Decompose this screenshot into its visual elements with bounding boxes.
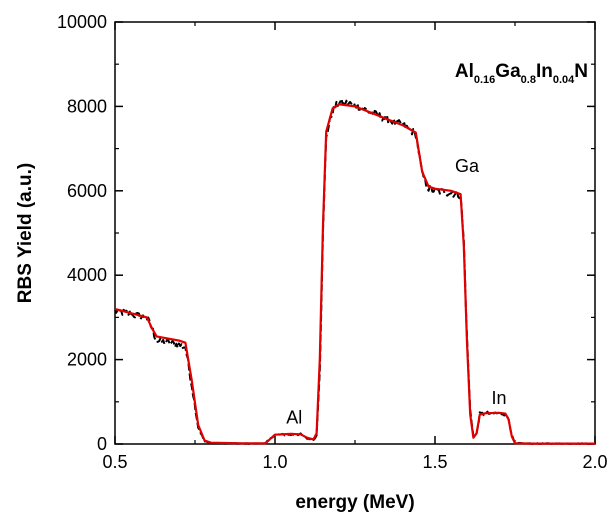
- formula-sub-3: 0.04: [553, 74, 575, 86]
- formula-el-1: Al: [455, 61, 474, 82]
- element-label: In: [491, 388, 506, 408]
- annotations: Ga Al In: [286, 156, 506, 428]
- formula-el-4: N: [574, 61, 588, 82]
- y-tick-label: 4000: [67, 265, 107, 285]
- x-tick-label: 1.5: [422, 452, 447, 472]
- y-tick-label: 10000: [57, 12, 107, 32]
- element-label: Al: [286, 408, 302, 428]
- measured-spectrum-line: [114, 97, 596, 445]
- formula-el-2: Ga: [495, 61, 521, 82]
- formula-sub-2: 0.8: [521, 74, 536, 86]
- data-series: [114, 97, 596, 445]
- x-tick-label: 0.5: [102, 452, 127, 472]
- y-tick-label: 6000: [67, 181, 107, 201]
- axis-ticks: 0.5 1.0 1.5 2.0 0 2000 4000 6000 8000 10000: [57, 12, 608, 472]
- x-tick-label: 1.0: [262, 452, 287, 472]
- y-tick-label: 0: [97, 434, 107, 454]
- y-axis-title: RBS Yield (a.u.): [15, 163, 36, 303]
- x-axis-title: energy (MeV): [295, 492, 414, 513]
- y-tick-label: 2000: [67, 350, 107, 370]
- formula-sub-1: 0.16: [474, 74, 495, 86]
- y-tick-label: 8000: [67, 96, 107, 116]
- x-tick-label: 2.0: [582, 452, 607, 472]
- element-label: Ga: [455, 156, 480, 176]
- composition-formula: Al0.16Ga0.8In0.04N: [455, 61, 588, 86]
- formula-el-3: In: [536, 61, 553, 82]
- simulation-fit-line: [114, 103, 595, 445]
